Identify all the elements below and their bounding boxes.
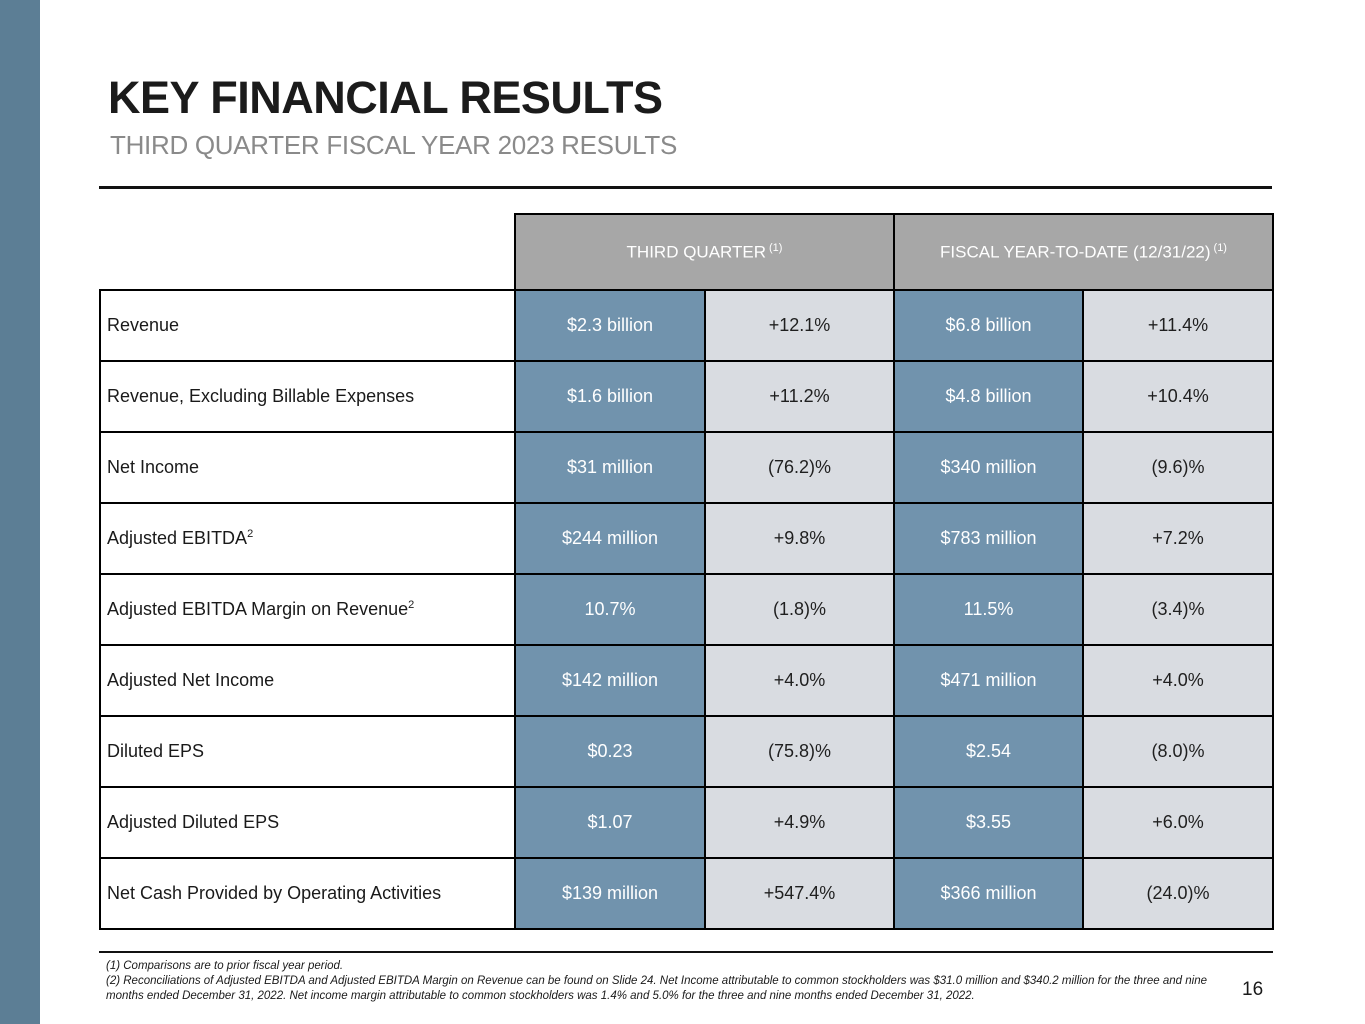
q3-value-cell: $139 million [514,857,706,930]
ytd-change-cell: (9.6)% [1082,431,1274,504]
footnote-ref-1: (1) [1213,241,1227,254]
ytd-value-cell: $783 million [893,502,1084,575]
footnote-1: (1) Comparisons are to prior fiscal year… [106,960,344,972]
ytd-value-cell: $340 million [893,431,1084,504]
ytd-value-cell: $366 million [893,857,1084,930]
q3-change-cell: +11.2% [704,360,895,433]
header-label: FISCAL YEAR-TO-DATE (12/31/22) [940,242,1211,262]
financial-results-table: THIRD QUARTER (1) FISCAL YEAR-TO-DATE (12… [99,213,1274,930]
ytd-change-cell: +11.4% [1082,289,1274,362]
table-row: Diluted EPS $0.23 (75.8)% $2.54 (8.0)% [99,715,1274,788]
row-label: Revenue [99,289,516,362]
table-row: Adjusted Net Income $142 million +4.0% $… [99,644,1274,717]
footnote-ref-2: 2 [247,528,254,540]
q3-change-cell: (76.2)% [704,431,895,504]
header-empty-corner [100,214,515,290]
footnote-divider [99,951,1273,953]
q3-value-cell: $1.6 billion [514,360,706,433]
q3-change-cell: (1.8)% [704,573,895,646]
table-row: Net Cash Provided by Operating Activitie… [99,857,1274,930]
q3-change-cell: (75.8)% [704,715,895,788]
table-row: Adjusted EBITDA2 $244 million +9.8% $783… [99,502,1274,575]
row-label: Net Cash Provided by Operating Activitie… [99,857,516,930]
q3-change-cell: +547.4% [704,857,895,930]
ytd-value-cell: $6.8 billion [893,289,1084,362]
q3-change-cell: +9.8% [704,502,895,575]
row-label: Adjusted EBITDA2 [99,502,516,575]
column-header-third-quarter: THIRD QUARTER (1) [514,213,895,291]
page-number: 16 [1242,979,1264,1000]
row-label: Adjusted Net Income [99,644,516,717]
header-row: THIRD QUARTER (1) FISCAL YEAR-TO-DATE (12… [100,213,1274,291]
ytd-change-cell: +4.0% [1082,644,1274,717]
row-label: Net Income [99,431,516,504]
row-label: Adjusted EBITDA Margin on Revenue2 [99,573,516,646]
header-label: THIRD QUARTER [626,242,767,262]
footnote-2: (2) Reconciliations of Adjusted EBITDA a… [106,975,1207,1003]
ytd-value-cell: $4.8 billion [893,360,1084,433]
footnote-ref-1: (1) [769,241,783,254]
q3-value-cell: $142 million [514,644,706,717]
ytd-change-cell: (3.4)% [1082,573,1274,646]
row-label: Diluted EPS [99,715,516,788]
q3-value-cell: 10.7% [514,573,706,646]
q3-change-cell: +12.1% [704,289,895,362]
table-row: Adjusted EBITDA Margin on Revenue2 10.7%… [99,573,1274,646]
table-row: Revenue $2.3 billion +12.1% $6.8 billion… [99,289,1274,362]
row-label: Revenue, Excluding Billable Expenses [99,360,516,433]
ytd-change-cell: +6.0% [1082,786,1274,859]
q3-value-cell: $2.3 billion [514,289,706,362]
slide-subtitle: THIRD QUARTER FISCAL YEAR 2023 RESULTS [110,130,678,160]
ytd-value-cell: 11.5% [893,573,1084,646]
sidebar-accent-bar [0,0,40,1024]
column-header-fiscal-ytd: FISCAL YEAR-TO-DATE (12/31/22) (1) [893,213,1274,291]
slide-title: KEY FINANCIAL RESULTS [108,72,663,123]
ytd-value-cell: $471 million [893,644,1084,717]
title-divider [99,186,1272,189]
ytd-change-cell: +10.4% [1082,360,1274,433]
q3-value-cell: $0.23 [514,715,706,788]
table-row: Adjusted Diluted EPS $1.07 +4.9% $3.55 +… [99,786,1274,859]
q3-value-cell: $1.07 [514,786,706,859]
footnote-ref-2: 2 [408,599,415,611]
footnotes: (1) Comparisons are to prior fiscal year… [106,959,1246,1005]
ytd-value-cell: $2.54 [893,715,1084,788]
table-row: Revenue, Excluding Billable Expenses $1.… [99,360,1274,433]
q3-value-cell: $31 million [514,431,706,504]
q3-value-cell: $244 million [514,502,706,575]
table-container: THIRD QUARTER (1) FISCAL YEAR-TO-DATE (12… [99,213,1274,930]
ytd-change-cell: (8.0)% [1082,715,1274,788]
q3-change-cell: +4.9% [704,786,895,859]
table-row: Net Income $31 million (76.2)% $340 mill… [99,431,1274,504]
q3-change-cell: +4.0% [704,644,895,717]
ytd-value-cell: $3.55 [893,786,1084,859]
ytd-change-cell: (24.0)% [1082,857,1274,930]
row-label: Adjusted Diluted EPS [99,786,516,859]
ytd-change-cell: +7.2% [1082,502,1274,575]
